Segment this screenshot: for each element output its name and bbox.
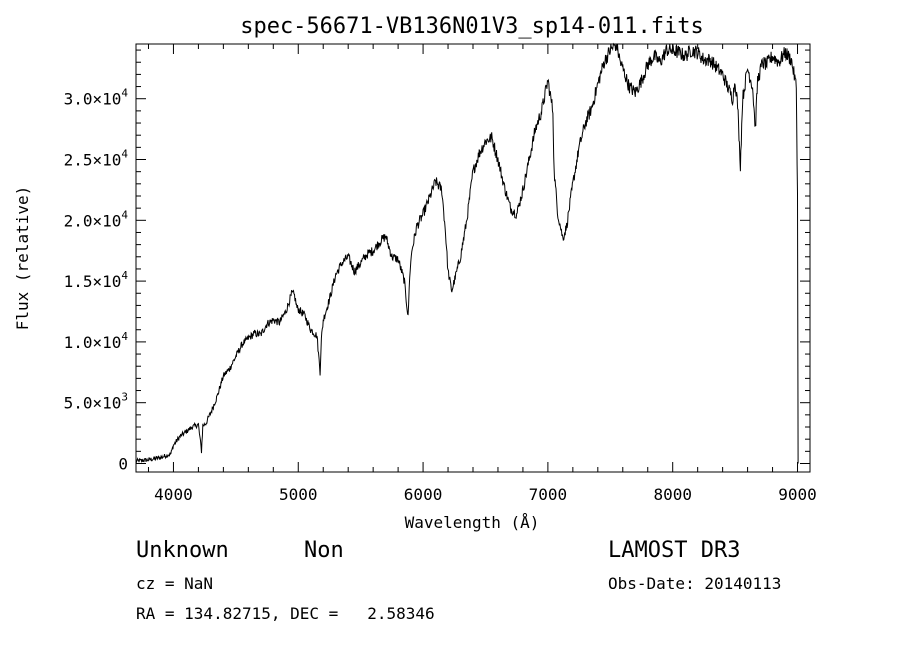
x-tick-label: 4000 [154,485,193,504]
y-axis-label: Flux (relative) [13,186,32,331]
y-tick-label: 0 [118,454,128,473]
x-tick-label: 5000 [279,485,318,504]
x-axis-label: Wavelength (Å) [405,513,540,532]
object-subclass: Non [304,538,344,563]
y-tick-label: 5.0×103 [64,391,128,413]
spectrum-line [135,42,799,464]
plot-frame [135,43,811,473]
x-tick-label: 6000 [404,485,443,504]
obs-date: Obs-Date: 20140113 [608,574,782,593]
y-tick-label: 2.0×104 [64,208,129,230]
redshift-text: cz = NaN [136,574,214,593]
survey-name: LAMOST DR3 [608,538,741,563]
coordinates: RA = 134.82715, DEC = 2.58346 [136,604,435,623]
y-tick-label: 1.5×104 [64,269,129,291]
y-tick-label: 2.5×104 [64,148,129,170]
x-tick-label: 8000 [653,485,692,504]
x-axis: 4000 5000 6000 7000 8000 9000 [147,44,817,504]
y-axis: 0 5.0×103 1.0×104 1.5×104 2.0×104 2.5×104 3.0×… [64,49,810,473]
x-tick-label: 9000 [778,485,817,504]
y-tick-label: 3.0×104 [64,87,129,109]
x-tick-label: 7000 [529,485,568,504]
object-class: Unknown [136,538,229,563]
chart-title: spec-56671-VB136N01V3_sp14-011.fits [240,14,704,39]
y-tick-label: 1.0×104 [64,330,129,352]
